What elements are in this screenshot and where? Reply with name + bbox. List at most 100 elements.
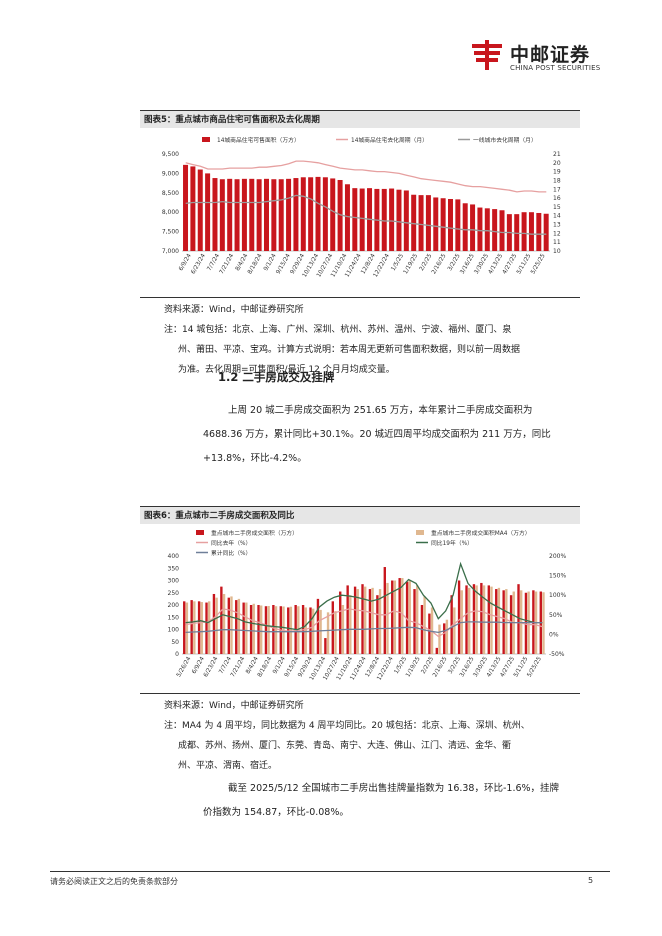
x-tick-label: 2/16/25 [431, 253, 448, 276]
bar-0-37 [457, 580, 461, 654]
legend-label-0: 14城商品住宅可售面积（万方） [217, 136, 300, 144]
company-logo: 中邮证券 CHINA POST SECURITIES [470, 38, 620, 78]
bar-0-27 [383, 567, 386, 654]
legend-label-1: 14城商品住宅去化周期（月） [351, 136, 428, 144]
bar-1-22 [349, 595, 352, 654]
x-tick-label: 8/18/24 [247, 253, 264, 276]
bar-0-40 [480, 582, 483, 654]
x-tick-label: 6/23/24 [191, 253, 208, 276]
bar-1-8 [245, 602, 248, 654]
bar-0-35 [443, 623, 446, 654]
y-left-tick-label: 50 [171, 639, 179, 646]
bar-1-19 [326, 612, 330, 654]
x-tick-label: 5/25/25 [530, 253, 547, 276]
logo-text-en: CHINA POST SECURITIES [510, 64, 601, 72]
figure5-chart: 14城商品住宅可售面积（万方） 14城商品住宅去化周期（月） 一线城市去化周期（月）… [140, 130, 580, 296]
bar-0-30 [403, 190, 409, 251]
bar-1-31 [416, 585, 419, 654]
bar-0-14 [286, 178, 292, 251]
bar-1-32 [423, 596, 426, 654]
y-left-tick-label: 7,500 [162, 229, 179, 236]
figure6-title: 图表6：重点城市二手房成交面积及同比 [140, 506, 580, 524]
bar-1-25 [371, 587, 374, 654]
bar-0-20 [331, 601, 334, 654]
y-right-tick-label: 21 [553, 151, 561, 158]
bar-1-40 [482, 585, 486, 654]
legend-label-0: 重点城市二手房成交面积（万方） [211, 529, 298, 537]
bar-1-41 [490, 586, 493, 654]
bar-0-4 [212, 593, 216, 654]
bar-1-30 [408, 580, 411, 654]
x-tick-label: 8/4/24 [235, 253, 250, 272]
x-tick-label: 1/5/25 [391, 253, 406, 272]
footer-rule [50, 871, 610, 872]
legend-label-3: 同比19年（%） [431, 539, 473, 547]
y-left-tick-label: 300 [168, 578, 180, 585]
bar-0-33 [425, 195, 431, 251]
figure5-note-line-3: 为准。去化周期=可售面积/最近 12 个月月均成交量。 [178, 365, 395, 375]
bar-0-40 [477, 207, 483, 251]
bar-0-23 [352, 188, 358, 251]
bar-0-16 [300, 177, 306, 251]
figure5-note-line-1: 注：14 城包括：北京、上海、广州、深圳、杭州、苏州、温州、宁波、福州、厦门、泉 [164, 325, 512, 335]
bar-0-31 [411, 194, 417, 251]
bar-0-15 [293, 178, 299, 251]
y-left-tick-label: 9,000 [162, 170, 179, 177]
logo-text-cn: 中邮证券 [510, 44, 591, 66]
y-right-tick-label: 10 [553, 248, 561, 255]
y-right-tick-label: 16 [553, 195, 561, 202]
bar-0-12 [271, 179, 277, 251]
y-left-tick-label: 150 [168, 614, 180, 621]
bar-0-24 [359, 188, 365, 251]
bar-1-18 [319, 609, 322, 654]
footer-disclaimer: 请务必阅读正文之后的免责条款部分 [50, 877, 178, 886]
section-para-line-2: 4688.36 万方，累计同比+30.1%。20 城近四周平均成交面积为 211… [203, 429, 551, 440]
bar-0-18 [316, 598, 320, 654]
bar-0-23 [353, 586, 357, 654]
legend-label-1: 重点城市二手房成交面积MA4（万方） [431, 529, 531, 537]
bar-0-39 [472, 584, 476, 654]
y-left-tick-label: 200 [168, 602, 180, 609]
y-left-tick-label: 400 [168, 553, 180, 560]
bar-0-24 [361, 584, 364, 654]
legend-swatch-0 [202, 137, 210, 142]
bar-0-9 [249, 178, 255, 251]
bar-0-41 [487, 585, 490, 654]
bar-0-38 [465, 585, 468, 654]
bar-0-1 [190, 600, 193, 654]
y-right-tick-label: 17 [553, 186, 561, 193]
bar-1-28 [393, 580, 397, 654]
bar-0-36 [447, 199, 453, 251]
bar-0-7 [234, 179, 240, 251]
bar-0-30 [405, 581, 409, 654]
legend-label-2: 同比去年（%） [211, 539, 251, 547]
y-right-tick-label: 19 [553, 169, 561, 176]
bar-0-38 [462, 203, 468, 251]
bar-0-2 [197, 169, 203, 251]
bar-0-17 [308, 177, 314, 251]
bar-0-29 [398, 578, 401, 654]
bar-0-45 [517, 584, 520, 654]
bar-1-42 [497, 587, 501, 654]
bar-0-21 [337, 179, 343, 251]
y-left-tick-label: 8,500 [162, 190, 179, 197]
figure6-source: 资料来源：Wind，中邮证券研究所 [164, 701, 304, 711]
bar-1-48 [542, 592, 545, 654]
section-para-line-1: 上周 20 城二手房成交面积为 251.65 万方，本年累计二手房成交面积为 [228, 405, 533, 416]
bar-0-6 [227, 178, 233, 251]
x-tick-label: 2/2/25 [419, 253, 434, 272]
bar-0-28 [391, 580, 394, 654]
y-right-tick-label: 18 [553, 177, 561, 184]
bar-0-34 [433, 197, 439, 251]
y-right-tick-label: 14 [553, 213, 561, 220]
bar-0-3 [205, 173, 211, 251]
x-tick-label: 9/1/24 [263, 253, 278, 272]
bar-1-36 [453, 607, 456, 654]
figure6-note-line-3: 州、平凉、渭南、宿迁。 [178, 761, 278, 771]
x-tick-label: 7/7/24 [207, 253, 222, 272]
bar-0-25 [368, 589, 372, 654]
bar-0-31 [413, 589, 416, 654]
bar-0-41 [484, 208, 490, 251]
bar-1-16 [304, 607, 307, 654]
bar-0-32 [418, 195, 424, 251]
